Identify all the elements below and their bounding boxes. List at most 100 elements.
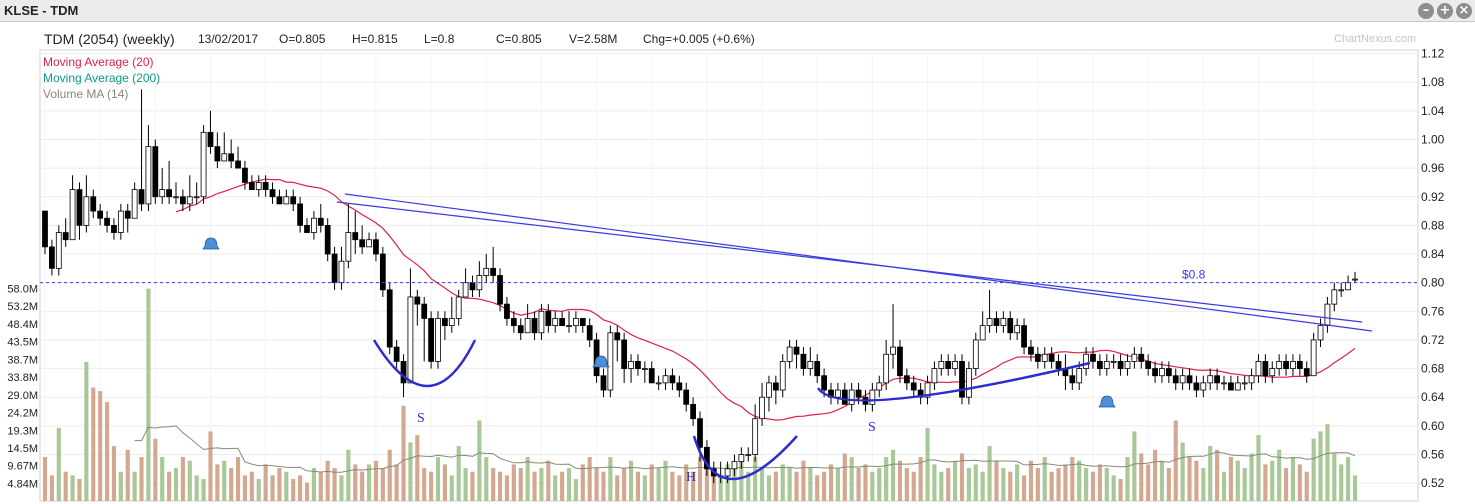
volume-bar (539, 468, 544, 501)
volume-bar (622, 468, 627, 501)
volume-bar (946, 468, 951, 501)
candle-body (379, 253, 386, 291)
volume-bar (373, 460, 379, 501)
candle-body (1034, 353, 1041, 362)
volume-bar (663, 460, 668, 501)
candle-body (1276, 361, 1283, 369)
candle (1145, 354, 1152, 376)
candle-body (1283, 361, 1289, 369)
candle-body (731, 461, 738, 470)
minimize-button[interactable]: – (1418, 3, 1434, 19)
candle (890, 304, 896, 369)
bell-icon[interactable] (592, 355, 610, 368)
volume-bar (1173, 420, 1178, 501)
candle-body (235, 160, 241, 169)
candle (117, 203, 124, 240)
candle (1241, 375, 1248, 391)
candle-body (428, 318, 434, 362)
candle (807, 347, 814, 376)
candle-body (931, 368, 938, 384)
candle (848, 382, 855, 412)
volume-bar (249, 471, 254, 501)
bell-icon[interactable] (202, 237, 220, 250)
candle-body (152, 146, 159, 198)
volume-bar (332, 468, 337, 501)
volume-bar (511, 464, 516, 501)
candle (1014, 318, 1021, 340)
candle-body (1028, 346, 1034, 355)
candle (1124, 354, 1131, 376)
candle (841, 382, 848, 405)
legend-ma20: Moving Average (20) (43, 55, 154, 69)
candle-body (1324, 303, 1331, 327)
candle (366, 232, 372, 248)
volume-bar (173, 468, 179, 501)
candle-body (676, 382, 683, 391)
candle (462, 268, 469, 298)
candle (869, 382, 876, 412)
volume-bar (594, 468, 599, 501)
candle (993, 311, 1000, 333)
candle-body (876, 382, 883, 391)
candle (428, 311, 434, 369)
volume-bar (70, 475, 75, 501)
volume-bar (773, 471, 778, 501)
volume-bar (380, 468, 385, 501)
volume-label: V=2.58M (569, 32, 617, 46)
candle-body (97, 210, 104, 219)
candle (614, 325, 621, 362)
trendline-lower[interactable] (336, 201, 1363, 323)
volume-bar (1146, 464, 1151, 501)
candle (1179, 368, 1186, 391)
candle (559, 311, 565, 327)
volume-bar (1084, 468, 1089, 501)
candle (1034, 347, 1041, 369)
candle-body (304, 224, 310, 233)
candle (455, 289, 462, 326)
volume-bar (401, 405, 406, 501)
candle-body (455, 296, 462, 319)
volume-bar (1132, 431, 1137, 501)
volume-bar (966, 468, 971, 501)
volume-bar (339, 475, 344, 501)
volume-bar (1021, 475, 1027, 501)
volume-bar (656, 468, 661, 501)
candle (538, 304, 545, 340)
volume-bar (139, 457, 144, 501)
price-reference-line: $0.8 (40, 268, 1418, 284)
candle-body (897, 346, 903, 377)
volume-bar (167, 471, 172, 501)
volume-bar (1283, 468, 1289, 501)
candle-body (1055, 361, 1062, 369)
maximize-button[interactable]: + (1437, 3, 1453, 19)
candle (600, 368, 607, 398)
bell-icon[interactable] (1098, 395, 1116, 408)
candle-body (1200, 382, 1207, 391)
price-tick-label: 1.00 (1421, 132, 1445, 146)
candle (166, 160, 172, 204)
volume-bar (1180, 442, 1185, 501)
candle-body (248, 182, 255, 190)
candle-body (800, 353, 807, 369)
volume-bar (298, 475, 303, 501)
candle-body (559, 318, 565, 327)
candle-body (1138, 353, 1145, 362)
price-axis: 1.12 1.08 1.04 1.00 0.96 0.92 0.88 0.84 0.80 0.76… (1421, 47, 1445, 491)
candle-body (400, 361, 407, 384)
price-chart[interactable]: 58.0M 53.2M 48.4M 43.5M 38.7M 33.8M 29.0M 24.2M… (0, 22, 1475, 504)
candle (283, 189, 290, 205)
candle (772, 375, 779, 405)
volume-bar (787, 468, 792, 501)
candle-body (324, 224, 331, 255)
close-button[interactable]: × (1456, 3, 1472, 19)
candle (986, 289, 993, 333)
candle (731, 454, 738, 476)
candle-body (1097, 361, 1103, 369)
candle-body (835, 389, 841, 398)
volume-bar (497, 471, 503, 501)
candle-body (793, 346, 800, 355)
candle (517, 318, 524, 340)
candle (193, 182, 200, 204)
plot-area (39, 49, 1419, 502)
candle (1028, 339, 1034, 362)
